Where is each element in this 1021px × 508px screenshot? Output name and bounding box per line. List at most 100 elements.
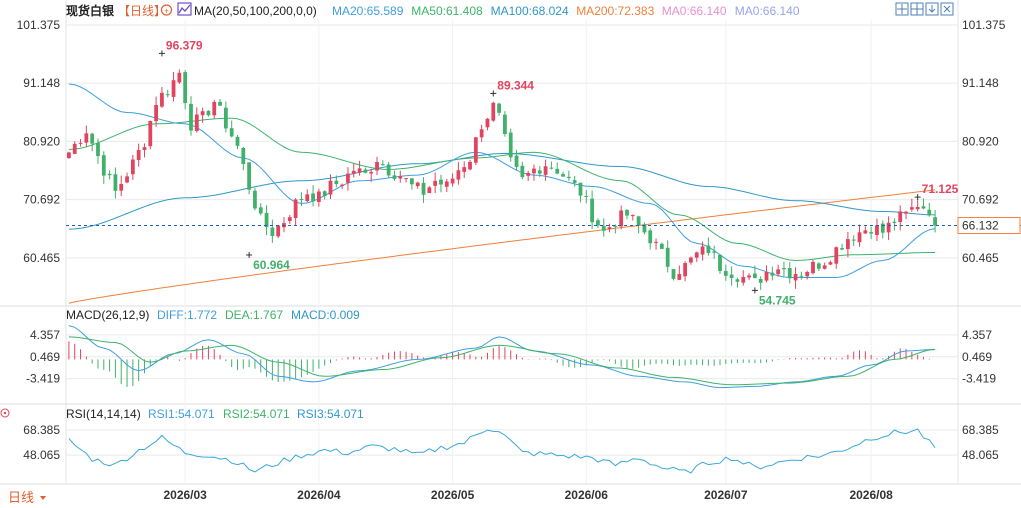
candle	[607, 223, 612, 233]
candle-body	[793, 273, 798, 281]
candle	[450, 173, 455, 187]
candle-body	[869, 232, 874, 234]
macd-dea: DEA:1.767	[225, 308, 283, 322]
candle	[613, 224, 618, 234]
candle	[316, 188, 321, 207]
period-button-label[interactable]: 日线	[8, 490, 34, 505]
candle-body	[456, 170, 461, 180]
candle-body	[107, 173, 112, 176]
candle	[136, 143, 141, 167]
candle	[90, 132, 95, 152]
candle	[404, 178, 408, 183]
candle-body	[392, 175, 397, 179]
price-tag-value: 66.132	[962, 219, 999, 233]
candle-body	[654, 241, 658, 243]
candle	[793, 267, 798, 289]
candle	[805, 270, 810, 280]
candle-body	[625, 209, 629, 216]
rsi3-value: RSI3:54.071	[297, 407, 364, 421]
y-tick-label: 91.148	[962, 76, 999, 90]
candle-body	[380, 164, 385, 166]
macd-y-tick: 4.357	[962, 328, 992, 342]
candle	[811, 259, 815, 275]
candle	[892, 218, 897, 231]
candle-body	[683, 263, 688, 277]
macd-diff-line	[68, 325, 936, 389]
candle-body	[822, 265, 827, 269]
close-icon[interactable]	[940, 2, 954, 16]
crosshair-icon[interactable]	[895, 2, 909, 16]
candle-body	[235, 136, 240, 146]
settings-icon[interactable]: +	[160, 4, 173, 16]
candle-body	[898, 211, 903, 222]
candle-body	[439, 179, 443, 185]
rsi-y-tick: 68.385	[23, 423, 60, 437]
ma20-line	[68, 83, 936, 278]
candle-body	[840, 248, 844, 250]
candle-body	[770, 272, 775, 276]
candle-body	[613, 225, 618, 227]
macd-y-tick: 0.469	[30, 350, 60, 364]
candle-body	[636, 216, 641, 226]
layout-icon[interactable]	[910, 2, 924, 16]
candle	[322, 190, 327, 200]
candle	[287, 214, 292, 225]
candle-body	[433, 180, 438, 186]
candle-body	[694, 252, 699, 258]
candle	[590, 190, 594, 230]
candle-body	[508, 132, 513, 158]
candle-body	[520, 165, 525, 178]
candle-body	[189, 103, 193, 131]
period-label[interactable]: 【日线】	[118, 4, 166, 18]
main-header: 现货白银 【日线】 + MA(20,50,100,200,0,0) MA20:6…	[66, 2, 800, 18]
ma50-line	[68, 117, 936, 262]
download-icon[interactable]	[925, 2, 939, 16]
candle-body	[177, 72, 182, 83]
candles	[67, 69, 937, 290]
svg-text:+: +	[164, 7, 169, 16]
candle-body	[723, 271, 728, 276]
candle-body	[549, 167, 554, 169]
candle-body	[218, 101, 222, 106]
candle	[514, 149, 519, 170]
candle	[189, 96, 193, 136]
candle-body	[148, 121, 153, 147]
candle-body	[194, 114, 199, 131]
candle	[735, 277, 740, 288]
candle-body	[410, 178, 414, 185]
x-tick-label: 2026/05	[431, 488, 475, 502]
candle	[933, 210, 937, 233]
rsi-panel	[68, 428, 936, 474]
candle-body	[700, 246, 705, 255]
macd-y-tick: 4.357	[30, 328, 60, 342]
candle-body	[572, 180, 577, 183]
candle	[340, 183, 345, 190]
candle	[160, 87, 164, 109]
candle-body	[857, 232, 862, 243]
candle-body	[468, 161, 472, 170]
annotation-label: 89.344	[497, 78, 534, 92]
candle-body	[485, 118, 490, 128]
ma-label: MA(20,50,100,200,0,0)	[194, 4, 317, 18]
period-button[interactable]: 日线	[8, 490, 46, 505]
candle	[654, 238, 658, 250]
candle-body	[927, 209, 932, 216]
candle-body	[596, 220, 600, 226]
candle	[683, 261, 688, 282]
macd-y-tick: 0.469	[962, 350, 992, 364]
candle	[834, 246, 839, 269]
candle-body	[851, 239, 856, 241]
candle	[72, 141, 77, 155]
candle-body	[415, 182, 420, 187]
candle-body	[915, 206, 920, 210]
candle-body	[316, 191, 321, 202]
ma-value: MA200:72.383	[576, 4, 654, 18]
candle-body	[503, 114, 507, 134]
candle	[462, 161, 467, 178]
macd-header: MACD(26,12,9) DIFF:1.772 DEA:1.767 MACD:…	[66, 308, 360, 322]
ma-value: MA0:66.140	[662, 4, 727, 18]
candle	[427, 185, 432, 194]
candle	[410, 178, 414, 190]
candle-body	[648, 230, 653, 244]
